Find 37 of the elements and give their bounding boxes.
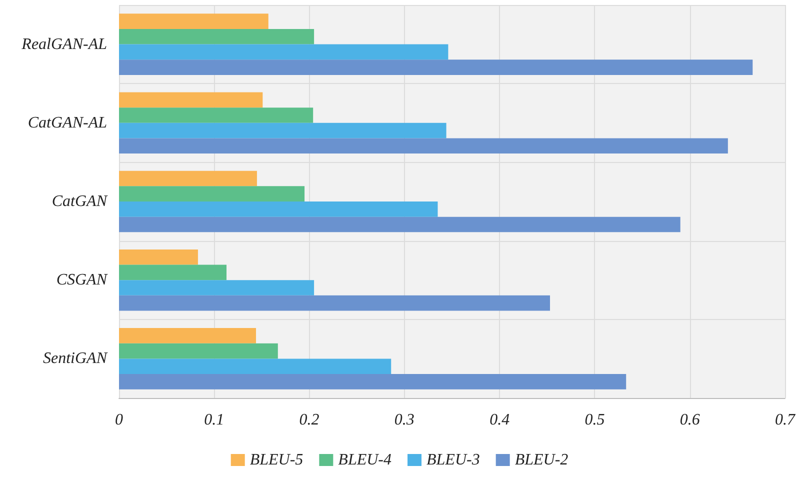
bar	[119, 108, 314, 123]
bar	[119, 170, 257, 186]
legend-label: BLEU-3	[426, 452, 480, 468]
bar	[119, 358, 392, 374]
x-tick-label: 0.5	[584, 412, 605, 428]
legend-label: BLEU-4	[338, 452, 392, 468]
bar	[119, 249, 198, 265]
x-tick-label: 0.2	[299, 412, 320, 428]
y-tick-label: SentiGAN	[43, 350, 108, 368]
x-tick-label: 0	[115, 412, 123, 428]
bar	[119, 44, 448, 60]
bar	[119, 374, 626, 390]
legend-label: BLEU-2	[514, 452, 568, 468]
bar	[119, 295, 550, 311]
y-tick-label: CatGAN	[52, 193, 108, 210]
y-tick-label: CatGAN-AL	[28, 114, 108, 132]
x-tick-label: 0.6	[680, 412, 700, 428]
bar	[119, 328, 256, 344]
x-tick-label: 0.3	[394, 412, 414, 428]
bar	[119, 264, 227, 280]
bar	[119, 92, 263, 108]
bar	[119, 60, 753, 75]
x-tick-label: 0.7	[775, 412, 796, 428]
bar	[119, 202, 438, 217]
bar	[119, 216, 680, 232]
bar	[119, 14, 268, 29]
bar	[119, 122, 446, 138]
bar	[119, 280, 314, 296]
bar	[119, 138, 728, 154]
x-tick-label: 0.1	[204, 412, 224, 428]
bar	[119, 28, 314, 44]
legend-label: BLEU-5	[250, 452, 304, 468]
y-tick-label: CSGAN	[56, 272, 108, 289]
bar	[119, 343, 278, 359]
y-tick-label: RealGAN-AL	[20, 36, 108, 53]
x-tick-label: 0.4	[490, 412, 510, 428]
bar	[119, 186, 305, 202]
